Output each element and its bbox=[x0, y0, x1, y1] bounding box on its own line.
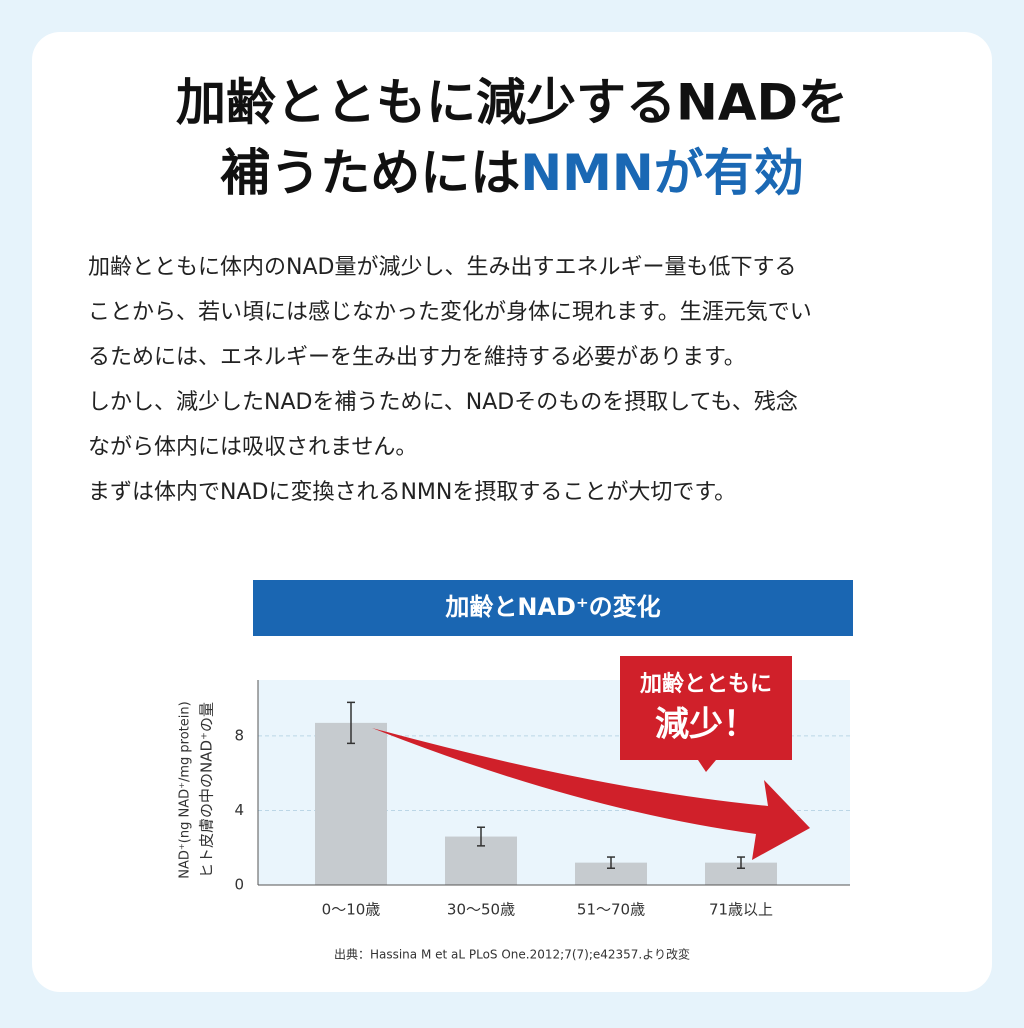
headline: 補うためにはNMNが有効 bbox=[220, 144, 803, 202]
callout-text: 減少！ bbox=[655, 705, 757, 745]
bar bbox=[575, 862, 647, 885]
callout-text: 加齢とともに bbox=[639, 671, 772, 697]
error-bar bbox=[607, 856, 615, 869]
bar bbox=[315, 722, 387, 885]
headline: 加齢とともに減少するNADを bbox=[176, 74, 848, 132]
chart-title-bar bbox=[253, 580, 853, 636]
callout bbox=[620, 656, 792, 772]
bar bbox=[705, 862, 777, 885]
error-bar bbox=[347, 701, 355, 745]
x-tick-label: 0〜10歳 bbox=[322, 901, 381, 919]
x-tick-label: 71歳以上 bbox=[709, 901, 773, 919]
headline-highlight: NMN bbox=[520, 144, 653, 202]
body-line: 加齢とともに体内のNAD量が減少し、生み出すエネルギー量も低下する bbox=[88, 255, 796, 280]
y-axis-label: ヒト皮膚の中のNAD⁺の量 bbox=[198, 702, 216, 878]
y-axis-label: NAD⁺(ng NAD⁺/mg protein) bbox=[178, 701, 193, 878]
body-line: まずは体内でNADに変換されるNMNを摂取することが大切です。 bbox=[88, 480, 736, 505]
headline-highlight: が有効 bbox=[654, 144, 804, 202]
body-text: 加齢とともに体内のNAD量が減少し、生み出すエネルギー量も低下することから、若い… bbox=[88, 255, 812, 505]
body-line: ながら体内には吸収されません。 bbox=[88, 435, 417, 460]
chart: 0 4 8 0〜10歳 30〜50歳 51〜70歳 71歳以上 bbox=[234, 680, 850, 919]
error-bar bbox=[737, 856, 745, 869]
y-tick-label: 0 bbox=[234, 876, 244, 894]
y-tick-label: 8 bbox=[234, 726, 244, 744]
arrow bbox=[372, 728, 810, 860]
headline-part: 補うためには bbox=[220, 144, 520, 202]
source: 出典：Hassina M et aL PLoS One.2012;7(7);e4… bbox=[334, 947, 690, 962]
chart-title: 加齢とNAD⁺の変化 bbox=[445, 593, 660, 621]
error-bar bbox=[477, 826, 485, 847]
body-line: るためには、エネルギーを生み出す力を維持する必要があります。 bbox=[88, 345, 746, 370]
x-tick-label: 30〜50歳 bbox=[447, 901, 515, 919]
body-line: しかし、減少したNADを補うために、NADそのものを摂取しても、残念 bbox=[88, 390, 798, 415]
x-tick-label: 51〜70歳 bbox=[577, 901, 645, 919]
body-line: ことから、若い頃には感じなかった変化が身体に現れます。生涯元気でい bbox=[88, 300, 812, 325]
y-tick-label: 4 bbox=[234, 801, 244, 819]
